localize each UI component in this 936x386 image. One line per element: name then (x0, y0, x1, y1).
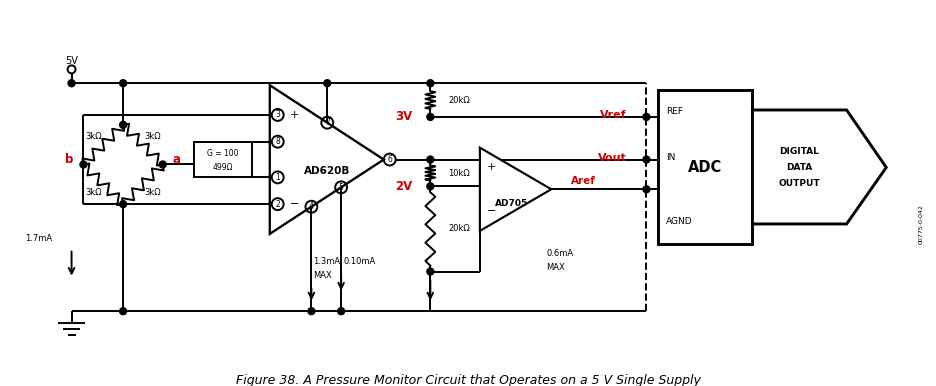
Circle shape (642, 156, 650, 163)
Text: 3kΩ: 3kΩ (85, 188, 102, 197)
Text: DIGITAL: DIGITAL (778, 147, 818, 156)
Circle shape (427, 183, 433, 190)
Text: 3kΩ: 3kΩ (144, 132, 161, 141)
Text: −: − (289, 199, 299, 209)
Circle shape (80, 161, 87, 168)
Circle shape (68, 80, 75, 87)
Circle shape (120, 201, 126, 208)
Circle shape (427, 156, 433, 163)
Text: AGND: AGND (665, 217, 692, 227)
Text: +: + (289, 110, 299, 120)
Circle shape (159, 161, 166, 168)
Text: MAX: MAX (546, 263, 564, 272)
Polygon shape (752, 110, 885, 224)
Text: AD705: AD705 (495, 199, 528, 208)
Text: 5: 5 (338, 183, 344, 192)
Text: REF: REF (665, 107, 682, 117)
Text: 0.10mA: 0.10mA (343, 257, 375, 266)
Circle shape (120, 121, 126, 128)
Text: 7: 7 (325, 118, 329, 127)
Circle shape (337, 308, 344, 315)
Text: OUTPUT: OUTPUT (778, 179, 819, 188)
Text: a: a (172, 153, 181, 166)
Text: DATA: DATA (785, 163, 812, 172)
Circle shape (324, 80, 330, 87)
Text: 3: 3 (275, 110, 280, 119)
Text: b: b (66, 153, 74, 166)
Text: 1.7mA: 1.7mA (24, 234, 51, 243)
Text: 20kΩ: 20kΩ (447, 96, 470, 105)
Text: 499Ω: 499Ω (212, 163, 233, 172)
Text: 10kΩ: 10kΩ (447, 169, 470, 178)
Circle shape (642, 186, 650, 193)
Text: 20kΩ: 20kΩ (447, 224, 470, 234)
Bar (658, 90, 752, 244)
Text: G = 100: G = 100 (207, 149, 239, 158)
Circle shape (427, 80, 433, 87)
Text: +: + (487, 163, 496, 173)
Text: 2V: 2V (395, 180, 412, 193)
Text: 6: 6 (387, 155, 392, 164)
Text: 8: 8 (275, 137, 280, 146)
Text: 2: 2 (275, 200, 280, 209)
Text: 00775-0-042: 00775-0-042 (917, 204, 923, 244)
Text: MAX: MAX (313, 271, 331, 280)
Circle shape (642, 113, 650, 120)
Circle shape (308, 308, 314, 315)
Text: 1.3mA: 1.3mA (313, 257, 340, 266)
Circle shape (120, 308, 126, 315)
Text: 4: 4 (309, 202, 314, 211)
Text: Figure 38. A Pressure Monitor Circuit that Operates on a 5 V Single Supply: Figure 38. A Pressure Monitor Circuit th… (235, 374, 700, 386)
Text: Vref: Vref (599, 110, 626, 120)
Text: 5V: 5V (66, 56, 78, 66)
Polygon shape (270, 85, 384, 234)
Text: AD620B: AD620B (303, 166, 349, 176)
Text: 3kΩ: 3kΩ (144, 188, 161, 197)
Polygon shape (479, 147, 550, 231)
Bar (195, 142, 252, 178)
Text: IN: IN (665, 153, 675, 162)
Text: 0.6mA: 0.6mA (546, 249, 573, 258)
Text: 1: 1 (275, 173, 280, 182)
Text: 3V: 3V (395, 110, 412, 124)
Circle shape (427, 113, 433, 120)
Text: 3kΩ: 3kΩ (85, 132, 102, 141)
Text: −: − (487, 206, 496, 216)
Circle shape (427, 268, 433, 275)
Text: Vout: Vout (597, 152, 626, 163)
Text: Aref: Aref (570, 176, 595, 186)
Text: ADC: ADC (687, 160, 722, 175)
Circle shape (120, 80, 126, 87)
